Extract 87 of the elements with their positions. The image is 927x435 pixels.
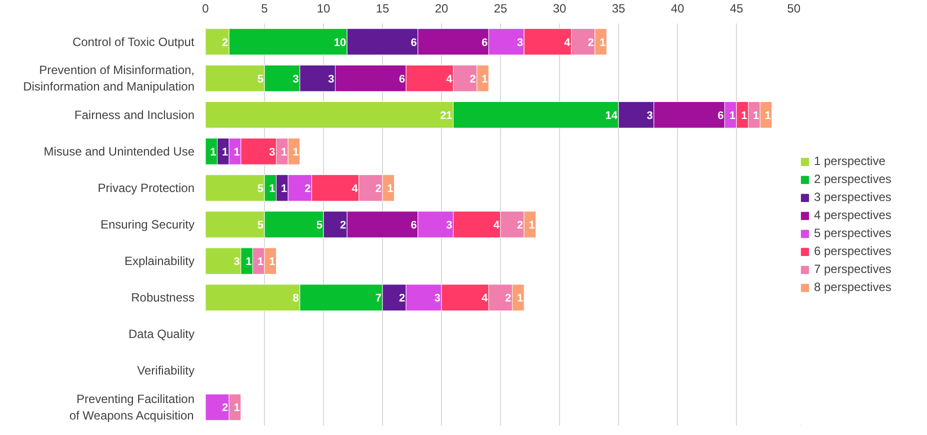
legend-label: 2 perspectives — [814, 172, 892, 186]
x-tick-label: 0 — [202, 2, 210, 16]
data-label: 5 — [257, 220, 264, 232]
legend-label: 7 perspectives — [814, 262, 892, 276]
y-tick-label: Ensuring Security — [100, 218, 195, 232]
data-label: 2 — [398, 292, 406, 305]
data-label: 2 — [505, 292, 512, 305]
x-tick-label: 30 — [552, 2, 566, 16]
x-tick-label: 50 — [787, 2, 801, 16]
data-label: 1 — [741, 110, 748, 122]
data-label: 1 — [269, 182, 276, 195]
data-label: 6 — [482, 36, 488, 49]
data-label: 1 — [482, 73, 488, 86]
legend-label: 4 perspectives — [814, 208, 892, 222]
data-label: 2 — [375, 182, 382, 195]
data-label: 1 — [516, 292, 524, 305]
x-tick-label: 40 — [670, 2, 684, 16]
x-tick-label: 10 — [316, 2, 330, 16]
x-tick-label: 20 — [434, 2, 448, 16]
data-label: 1 — [234, 146, 240, 158]
y-tick-label: Fairness and Inclusion — [74, 108, 195, 122]
legend-label: 8 perspectives — [814, 280, 892, 294]
y-tick-label: Misuse and Unintended Use — [44, 144, 195, 158]
data-label: 4 — [482, 292, 489, 305]
data-label: 3 — [646, 110, 653, 122]
data-label: 1 — [269, 256, 276, 268]
data-label: 6 — [718, 110, 724, 122]
legend-label: 3 perspectives — [814, 190, 892, 204]
legend-label: 5 perspectives — [814, 226, 892, 240]
data-label: 6 — [398, 73, 406, 86]
y-tick-label: Control of Toxic Output — [72, 34, 195, 49]
y-tick-label: Preventing Facilitation of Weapons Acquisition — [69, 392, 194, 423]
data-label: 1 — [387, 182, 394, 195]
data-label: 21 — [440, 110, 452, 122]
data-label: 3 — [328, 73, 334, 86]
data-label: 2 — [304, 182, 311, 195]
y-tick-label: Privacy Protection — [98, 180, 194, 195]
data-label: 3 — [269, 146, 276, 158]
y-tick-label: Prevention of Misinformation, Disinformation and Manipulation — [23, 62, 195, 94]
data-label: 1 — [280, 146, 288, 158]
data-label: 1 — [246, 256, 252, 268]
data-label: 3 — [234, 256, 240, 268]
data-label: 7 — [375, 292, 382, 305]
data-label: 4 — [564, 36, 572, 49]
data-label: 1 — [222, 146, 228, 158]
data-label: 1 — [764, 110, 771, 122]
data-label: 4 — [446, 73, 454, 86]
data-label: 4 — [352, 182, 359, 195]
data-label: 2 — [340, 220, 346, 232]
x-tick-label: 45 — [730, 2, 744, 16]
x-tick-label: 5 — [261, 2, 268, 16]
data-label: 3 — [434, 292, 441, 305]
data-label: 2 — [588, 36, 594, 49]
legend-label: 6 perspectives — [814, 244, 892, 258]
data-label: 1 — [292, 146, 299, 158]
y-tick-label: Verifiability — [137, 364, 194, 378]
data-label: 6 — [410, 36, 417, 49]
data-label: 3 — [292, 73, 299, 86]
data-label: 3 — [446, 220, 452, 232]
data-label: 5 — [316, 220, 323, 232]
data-label: 1 — [280, 182, 288, 195]
data-label: 1 — [234, 402, 240, 414]
data-label: 1 — [600, 36, 606, 49]
data-label: 1 — [729, 110, 736, 122]
data-label: 5 — [257, 73, 264, 86]
data-label: 2 — [222, 402, 228, 414]
data-label: 1 — [210, 146, 216, 158]
x-tick-label: 25 — [494, 2, 508, 16]
y-tick-label: Explainability — [124, 254, 195, 268]
data-label: 6 — [410, 220, 417, 232]
y-tick-label: Data Quality — [128, 327, 194, 342]
data-label: 1 — [257, 256, 264, 268]
legend-label: 1 perspective — [814, 154, 886, 168]
data-label: 5 — [257, 182, 264, 195]
data-label: 3 — [516, 36, 524, 49]
data-label: 4 — [493, 220, 500, 232]
data-label: 10 — [334, 36, 346, 49]
x-tick-label: 15 — [376, 2, 390, 16]
data-label: 14 — [605, 110, 618, 122]
data-label: 1 — [752, 110, 760, 122]
y-tick-label: Robustness — [131, 290, 195, 305]
data-label: 2 — [516, 220, 524, 232]
data-label: 2 — [470, 73, 476, 86]
data-label: 1 — [528, 220, 535, 232]
data-label: 2 — [222, 36, 228, 49]
data-label: 8 — [292, 292, 299, 305]
x-tick-label: 35 — [612, 2, 626, 16]
